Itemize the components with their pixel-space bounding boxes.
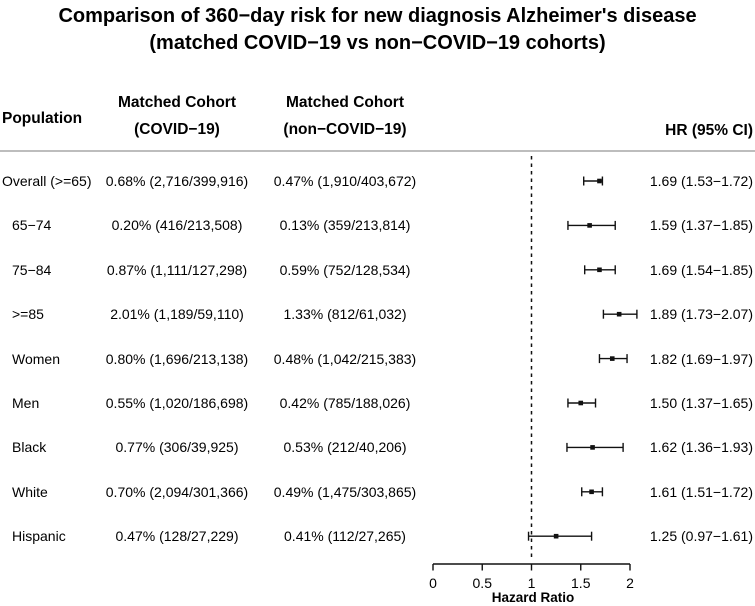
table-row: Women 0.80% (1,696/213,138) 0.48% (1,042/2… bbox=[0, 337, 755, 381]
hr-ci-value: 1.59 (1.37−1.85) bbox=[649, 217, 753, 234]
hr-ci-value: 1.61 (1.51−1.72) bbox=[649, 483, 753, 500]
figure-title-line1: Comparison of 360−day risk for new diagn… bbox=[58, 5, 697, 27]
noncovid-cohort-risk: 0.13% (359/213,814) bbox=[279, 217, 411, 234]
table-row: 65−74 0.20% (416/213,508) 0.13% (359/213,8… bbox=[0, 203, 755, 247]
covid-cohort-risk: 0.77% (306/39,925) bbox=[115, 439, 239, 456]
population-label: Women bbox=[12, 350, 60, 367]
covid-header-line1: Matched Cohort bbox=[118, 94, 236, 111]
noncovid-cohort-risk: 0.59% (752/128,534) bbox=[279, 261, 411, 278]
noncovid-cohort-risk: 0.47% (1,910/403,672) bbox=[273, 173, 417, 189]
population-label: White bbox=[12, 483, 48, 500]
table-row: 75−84 0.87% (1,111/127,298) 0.59% (752/128… bbox=[0, 248, 755, 292]
noncovid-cohort-risk: 0.42% (785/188,026) bbox=[279, 395, 411, 411]
hr-ci-value: 1.62 (1.36−1.93) bbox=[649, 439, 753, 456]
x-axis-tick-label: 0 bbox=[429, 575, 437, 591]
noncovid-cohort-risk: 0.49% (1,475/303,865) bbox=[273, 483, 417, 500]
x-axis-tick-label: 0.5 bbox=[472, 575, 492, 591]
noncovid-cohort-risk: 0.53% (212/40,206) bbox=[283, 439, 407, 456]
header-separator-line bbox=[0, 150, 755, 152]
point-estimate bbox=[597, 178, 602, 184]
population-label: 75−84 bbox=[12, 261, 52, 278]
x-axis-tick-label: 1 bbox=[527, 575, 536, 591]
point-estimate bbox=[590, 445, 595, 450]
hr-ci-value: 1.82 (1.69−1.97) bbox=[649, 350, 753, 367]
hr-ci-value: 1.69 (1.53−1.72) bbox=[649, 173, 753, 189]
covid-cohort-risk: 2.01% (1,189/59,110) bbox=[110, 306, 244, 323]
point-estimate bbox=[589, 489, 594, 495]
covid-header-line2: (COVID−19) bbox=[134, 121, 220, 138]
table-row: Overall (>=65) 0.68% (2,716/399,916) 0.47%… bbox=[0, 159, 755, 203]
table-row: Black 0.77% (306/39,925) 0.53% (212/40,206… bbox=[0, 425, 755, 469]
point-estimate bbox=[597, 267, 602, 273]
table-row: White 0.70% (2,094/301,366) 0.49% (1,475/3… bbox=[0, 470, 755, 514]
population-label: Hispanic bbox=[12, 528, 66, 545]
figure-title-line2: (matched COVID−19 vs non−COVID−19 cohort… bbox=[149, 32, 606, 54]
covid-cohort-risk: 0.68% (2,716/399,916) bbox=[105, 173, 249, 189]
noncovid-header-line2: (non−COVID−19) bbox=[283, 121, 407, 138]
population-label: Men bbox=[12, 395, 40, 411]
table-row: Hispanic 0.47% (128/27,229) 0.41% (112/27,… bbox=[0, 514, 755, 558]
covid-cohort-risk: 0.20% (416/213,508) bbox=[111, 217, 243, 234]
point-estimate bbox=[578, 400, 584, 406]
covid-cohort-risk: 0.55% (1,020/186,698) bbox=[105, 395, 249, 411]
column-header-noncovid-cohort: Matched Cohort (non−COVID−19) bbox=[265, 89, 425, 143]
column-header-population: Population bbox=[2, 110, 83, 127]
covid-cohort-risk: 0.80% (1,696/213,138) bbox=[105, 350, 249, 367]
x-axis-tick-label: 2 bbox=[626, 575, 634, 591]
hr-ci-value: 1.25 (0.97−1.61) bbox=[649, 528, 753, 545]
x-axis-title: Hazard Ratio bbox=[491, 590, 575, 605]
hr-ci-value: 1.50 (1.37−1.65) bbox=[649, 395, 753, 411]
noncovid-cohort-risk: 0.48% (1,042/215,383) bbox=[273, 350, 417, 367]
hr-ci-value: 1.89 (1.73−2.07) bbox=[649, 306, 753, 323]
x-axis-tick-label: 1.5 bbox=[571, 575, 591, 591]
point-estimate bbox=[587, 223, 592, 228]
figure-title: Comparison of 360−day risk for new diagn… bbox=[0, 3, 755, 57]
covid-cohort-risk: 0.87% (1,111/127,298) bbox=[106, 261, 248, 278]
population-label: 65−74 bbox=[12, 217, 52, 234]
covid-cohort-risk: 0.70% (2,094/301,366) bbox=[105, 483, 249, 500]
hr-ci-value: 1.69 (1.54−1.85) bbox=[649, 261, 753, 278]
column-header-covid-cohort: Matched Cohort (COVID−19) bbox=[97, 89, 257, 143]
point-estimate bbox=[609, 356, 615, 361]
noncovid-header-line1: Matched Cohort bbox=[286, 94, 404, 111]
population-label: Overall (>=65) bbox=[2, 173, 92, 189]
noncovid-cohort-risk: 0.41% (112/27,265) bbox=[284, 528, 406, 545]
table-row: Men 0.55% (1,020/186,698) 0.42% (785/188,0… bbox=[0, 381, 755, 425]
population-label: Black bbox=[12, 439, 47, 456]
point-estimate bbox=[616, 311, 622, 317]
noncovid-cohort-risk: 1.33% (812/61,032) bbox=[283, 306, 407, 323]
table-row: >=85 2.01% (1,189/59,110) 1.33% (812/61,03… bbox=[0, 292, 755, 336]
column-header-hr-ci: HR (95% CI) bbox=[665, 122, 753, 139]
point-estimate bbox=[553, 533, 559, 539]
population-label: >=85 bbox=[12, 306, 44, 323]
covid-cohort-risk: 0.47% (128/27,229) bbox=[115, 528, 239, 545]
